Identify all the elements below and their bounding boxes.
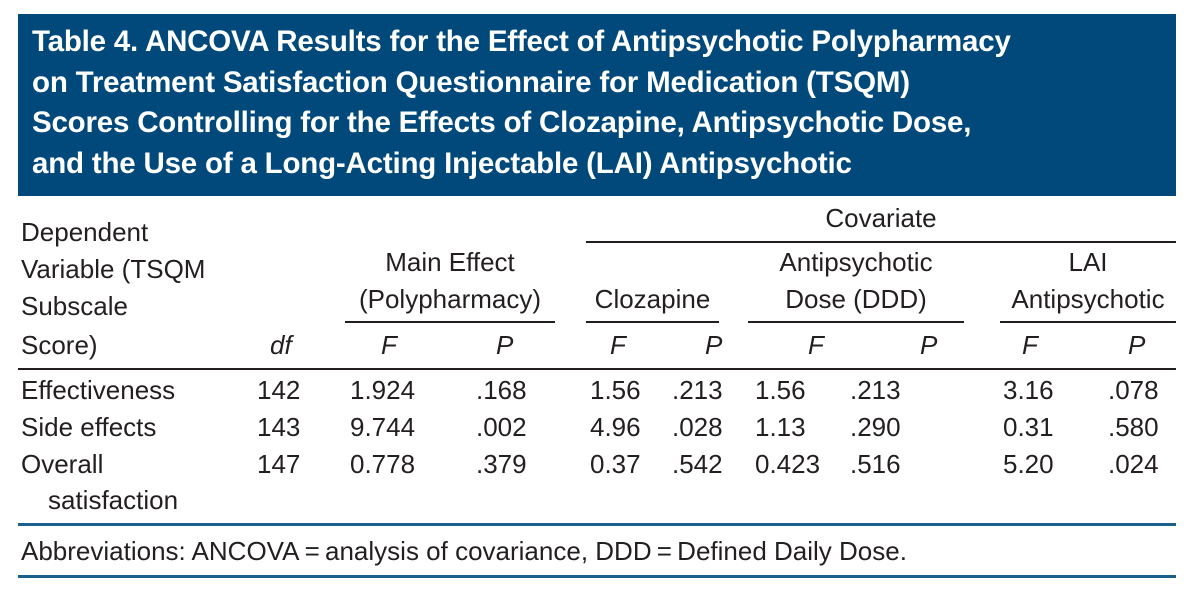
row-lai-f: 5.20	[1003, 449, 1054, 479]
header-df: df	[270, 330, 292, 360]
row-dose-f: 1.56	[755, 375, 806, 405]
row-dose-p: .516	[850, 449, 901, 479]
row-df: 142	[257, 375, 301, 405]
row-dose-f: 1.13	[755, 412, 806, 442]
header-covariate: Covariate	[825, 203, 937, 233]
header-antipsychotic-dose: Antipsychotic	[779, 247, 933, 277]
row-main-f: 0.778	[350, 449, 416, 479]
row-dose-p: .290	[850, 412, 901, 442]
row-df: 147	[257, 449, 301, 479]
row-main-f: 1.924	[350, 375, 416, 405]
row-lai-f: 3.16	[1003, 375, 1054, 405]
header-main-effect: Main Effect	[385, 247, 515, 277]
row-main-f: 9.744	[350, 412, 416, 442]
main-effect-rule	[345, 321, 555, 323]
row-df: 143	[257, 412, 301, 442]
row-lai-p: .024	[1108, 449, 1159, 479]
header-dependent-variable: Dependent	[21, 217, 149, 247]
footnote-bottom-rule	[18, 575, 1176, 578]
header-main-f: F	[381, 330, 397, 360]
header-dose-f: F	[808, 330, 824, 360]
row-variable: Effectiveness	[21, 375, 176, 405]
row-main-p: .168	[476, 375, 527, 405]
row-clozapine-f: 1.56	[590, 375, 641, 405]
header-clozapine: Clozapine	[594, 284, 711, 314]
header-lai-f: F	[1022, 330, 1038, 360]
row-clozapine-p: .028	[672, 412, 723, 442]
row-clozapine-p: .213	[672, 375, 723, 405]
table-title-line: Scores Controlling for the Effects of Cl…	[32, 106, 972, 139]
covariate-rule	[586, 241, 1176, 243]
table-bottom-rule	[18, 523, 1176, 526]
row-lai-f: 0.31	[1003, 412, 1054, 442]
row-variable: Overall	[21, 449, 104, 479]
row-clozapine-f: 4.96	[590, 412, 641, 442]
table-title-line: Table 4. ANCOVA Results for the Effect o…	[32, 25, 1011, 58]
header-clozapine-f: F	[610, 330, 626, 360]
table-title-line: and the Use of a Long-Acting Injectable …	[32, 146, 852, 180]
header-lai-p: P	[1128, 330, 1146, 360]
header-bottom-rule	[18, 368, 1176, 370]
header-dose-p: P	[920, 330, 938, 360]
row-lai-p: .078	[1108, 375, 1159, 405]
table-title-line: on Treatment Satisfaction Questionnaire …	[32, 65, 910, 99]
footnote-abbreviations: Abbreviations: ANCOVA = analysis of cova…	[21, 536, 907, 566]
header-dependent-variable: Variable (TSQM	[21, 254, 206, 284]
header-dependent-variable: Score)	[21, 330, 98, 360]
clozapine-rule	[586, 321, 719, 323]
row-clozapine-f: 0.37	[590, 449, 641, 479]
header-clozapine-p: P	[705, 330, 723, 360]
dose-rule	[748, 321, 964, 323]
header-lai: LAI	[1068, 247, 1108, 277]
row-clozapine-p: .542	[672, 449, 723, 479]
header-main-p: P	[496, 330, 514, 360]
header-main-effect: (Polypharmacy)	[358, 284, 542, 314]
table-title-banner: Table 4. ANCOVA Results for the Effect o…	[18, 14, 1176, 196]
header-antipsychotic-dose: Dose (DDD)	[785, 284, 927, 314]
row-variable-continuation: satisfaction	[48, 485, 179, 515]
header-dependent-variable: Subscale	[21, 291, 128, 321]
lai-rule	[1000, 321, 1176, 323]
row-variable: Side effects	[21, 412, 157, 442]
row-dose-f: 0.423	[755, 449, 821, 479]
row-main-p: .002	[476, 412, 527, 442]
row-main-p: .379	[476, 449, 527, 479]
header-lai: Antipsychotic	[1011, 284, 1165, 314]
row-dose-p: .213	[850, 375, 901, 405]
row-lai-p: .580	[1108, 412, 1159, 442]
